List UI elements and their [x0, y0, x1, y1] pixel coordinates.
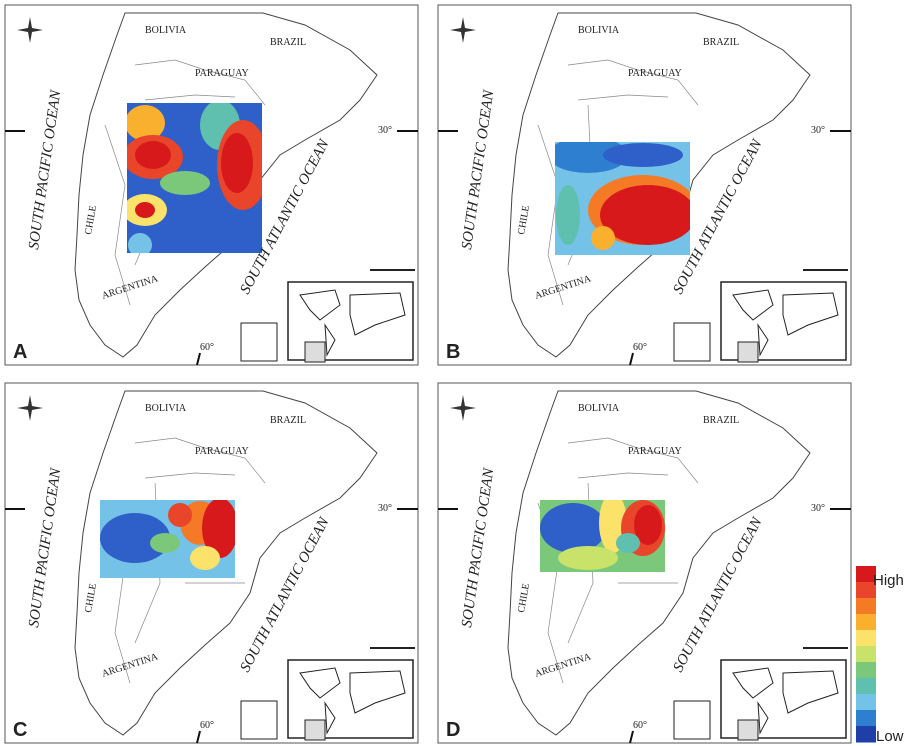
country-label: CHILE	[83, 583, 99, 614]
panel-letter: A	[13, 341, 27, 363]
heat-blob	[603, 143, 683, 167]
legend-swatch	[856, 598, 876, 615]
heat-blob	[190, 546, 220, 570]
legend-swatch	[856, 566, 876, 583]
compass	[17, 395, 43, 421]
country-label: PARAGUAY	[195, 446, 249, 457]
legend-swatch	[856, 614, 876, 631]
heatmap	[540, 500, 665, 572]
heat-blob	[160, 171, 210, 195]
legend-swatch	[856, 678, 876, 695]
lat-label: 30°	[811, 503, 825, 514]
world-shapes	[299, 289, 406, 357]
heat-blob	[558, 546, 618, 570]
country-label: BOLIVIA	[578, 403, 620, 414]
heat-blob	[221, 133, 253, 193]
legend-low: Low	[876, 728, 904, 745]
heat-blob	[540, 503, 606, 553]
lat-label: 30°	[811, 125, 825, 136]
legend-swatch	[856, 582, 876, 599]
world-shapes	[299, 667, 406, 735]
legend-swatch	[856, 726, 876, 743]
small-inset	[673, 700, 711, 740]
borders	[537, 437, 699, 684]
heatmap	[555, 142, 690, 255]
heat-blob	[591, 226, 615, 250]
heatmap	[127, 103, 262, 253]
panel-letter: D	[446, 719, 460, 741]
compass	[17, 17, 43, 43]
compass	[450, 17, 476, 43]
legend-swatch	[856, 662, 876, 679]
heat-blob	[202, 500, 235, 558]
small-inset	[240, 700, 278, 740]
inset-box	[304, 341, 326, 363]
borders	[537, 59, 699, 306]
panel-letter: C	[13, 719, 27, 741]
country-label: BOLIVIA	[145, 403, 187, 414]
inset-box	[737, 719, 759, 741]
heat-blob	[600, 185, 690, 245]
heat-blob	[128, 233, 152, 253]
borders	[104, 59, 266, 306]
legend-swatch	[856, 710, 876, 727]
lon-tick	[629, 730, 634, 744]
inset-box	[737, 341, 759, 363]
country-label: BRAZIL	[703, 37, 739, 48]
world-shapes	[732, 667, 839, 735]
heat-blob	[168, 503, 192, 527]
compass	[450, 395, 476, 421]
lat-label: 30°	[378, 125, 392, 136]
legend-swatch	[856, 646, 876, 663]
heat-blob	[150, 533, 180, 553]
borders	[104, 437, 266, 684]
lon-tick	[196, 730, 201, 744]
heat-blob	[634, 505, 662, 545]
heat-blob	[100, 513, 170, 563]
small-inset	[240, 322, 278, 362]
lon-label: 60°	[200, 720, 214, 731]
small-inset	[673, 322, 711, 362]
lon-label: 60°	[633, 342, 647, 353]
heatmap	[100, 500, 235, 578]
heat-blob	[616, 533, 640, 553]
lon-label: 60°	[633, 720, 647, 731]
world-shapes	[732, 289, 839, 357]
heat-blob	[127, 105, 165, 141]
country-label: BRAZIL	[703, 415, 739, 426]
lat-label: 30°	[378, 503, 392, 514]
country-label: CHILE	[516, 583, 532, 614]
heat-blob	[135, 202, 155, 218]
country-label: BRAZIL	[270, 37, 306, 48]
country-label: BOLIVIA	[145, 25, 187, 36]
legend-swatch	[856, 694, 876, 711]
country-label: PARAGUAY	[628, 446, 682, 457]
country-label: PARAGUAY	[628, 68, 682, 79]
legend-high: High	[873, 572, 904, 589]
country-label: BRAZIL	[270, 415, 306, 426]
heat-blob	[135, 141, 171, 169]
lon-label: 60°	[200, 342, 214, 353]
country-label: BOLIVIA	[578, 25, 620, 36]
panel-letter: B	[446, 341, 460, 363]
lon-tick	[629, 352, 634, 366]
inset-box	[304, 719, 326, 741]
country-label: PARAGUAY	[195, 68, 249, 79]
heat-blob	[556, 185, 580, 245]
country-label: CHILE	[83, 205, 99, 236]
country-label: CHILE	[516, 205, 532, 236]
legend-swatch	[856, 630, 876, 647]
lon-tick	[196, 352, 201, 366]
